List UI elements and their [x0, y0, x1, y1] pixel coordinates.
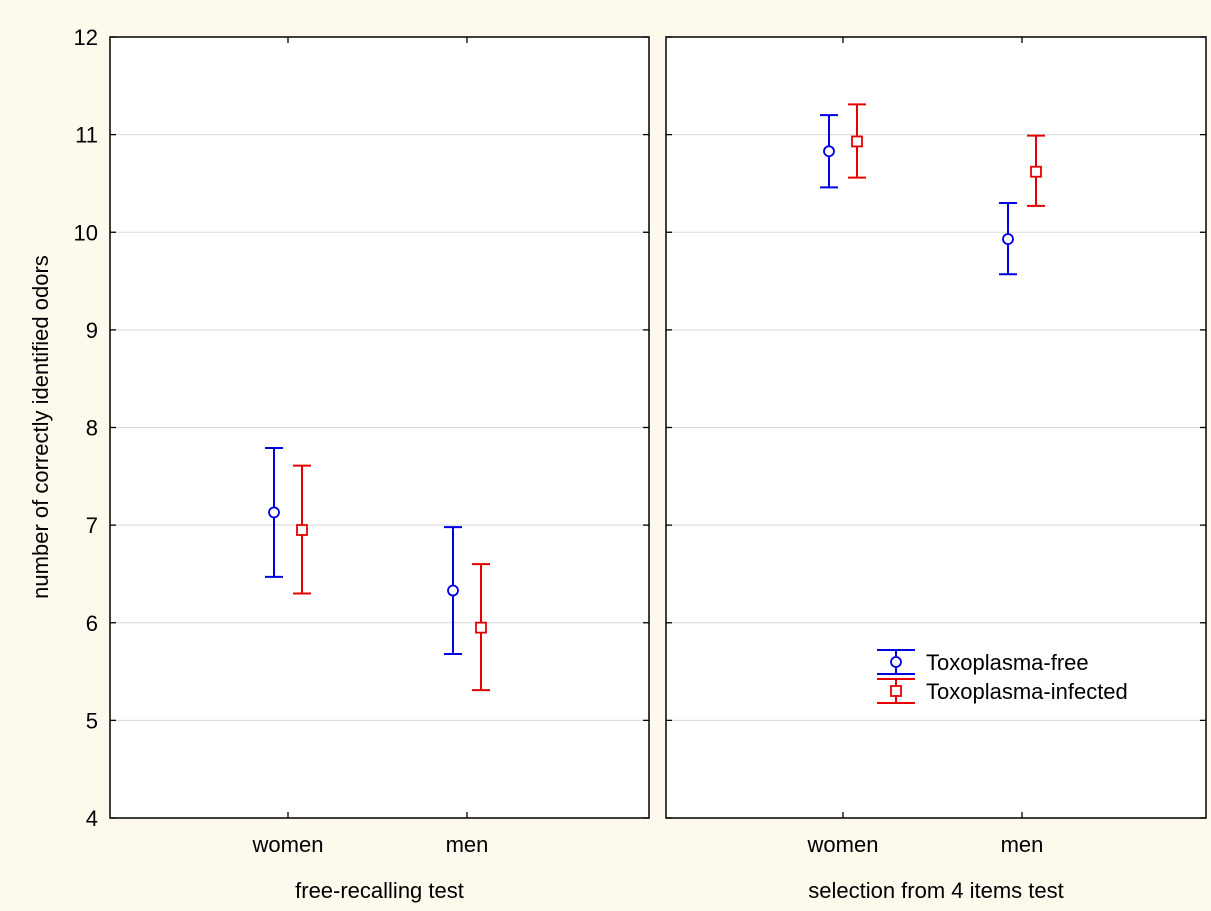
- legend-label: Toxoplasma-free: [926, 650, 1089, 675]
- series-circle: [265, 447, 462, 655]
- legend-entry: Toxoplasma-infected: [877, 678, 1128, 704]
- y-tick-label: 6: [86, 611, 98, 636]
- x-axis-label: free-recalling test: [295, 878, 464, 903]
- x-tick-label-men: men: [446, 832, 489, 857]
- legend-entry: Toxoplasma-free: [877, 649, 1089, 675]
- plot-frame: [109, 36, 650, 819]
- x-axis-label: selection from 4 items test: [808, 878, 1064, 903]
- y-tick-label: 8: [86, 416, 98, 441]
- y-tick-label: 10: [74, 220, 98, 245]
- y-tick-label: 11: [75, 123, 98, 148]
- data-point: [851, 135, 863, 148]
- y-tick-label: 4: [86, 806, 98, 831]
- legend-marker: [890, 656, 902, 668]
- series-square: [293, 464, 490, 692]
- series-circle: [820, 114, 1017, 276]
- x-tick-label-men: men: [1001, 832, 1044, 857]
- panel-2: women men selection from 4 items test: [665, 36, 1207, 903]
- data-point: [447, 584, 459, 597]
- panel-1: 4 5 6 7 8 9 10 11 12 women men free-recalling test: [74, 25, 650, 903]
- data-point: [1030, 165, 1042, 178]
- legend-label: Toxoplasma-infected: [926, 679, 1128, 704]
- x-tick-label-women: women: [252, 832, 324, 857]
- y-axis-label: number of correctly identified odors: [28, 255, 53, 599]
- y-tick-label: 12: [74, 25, 98, 50]
- panels: 4 5 6 7 8 9 10 11 12 women men free-recalling test w…: [74, 25, 1207, 903]
- legend-marker: [890, 685, 902, 697]
- data-point: [475, 621, 487, 634]
- y-tick-label: 9: [86, 318, 98, 343]
- x-tick-label-women: women: [807, 832, 879, 857]
- data-point: [296, 524, 308, 536]
- data-point: [823, 145, 835, 158]
- series-square: [848, 103, 1045, 207]
- plot-frame: [665, 36, 1207, 819]
- y-tick-label: 7: [86, 513, 98, 538]
- data-point: [1002, 233, 1014, 245]
- legend: Toxoplasma-free Toxoplasma-infected: [877, 649, 1128, 704]
- y-tick-label: 5: [86, 708, 98, 733]
- data-point: [268, 506, 280, 519]
